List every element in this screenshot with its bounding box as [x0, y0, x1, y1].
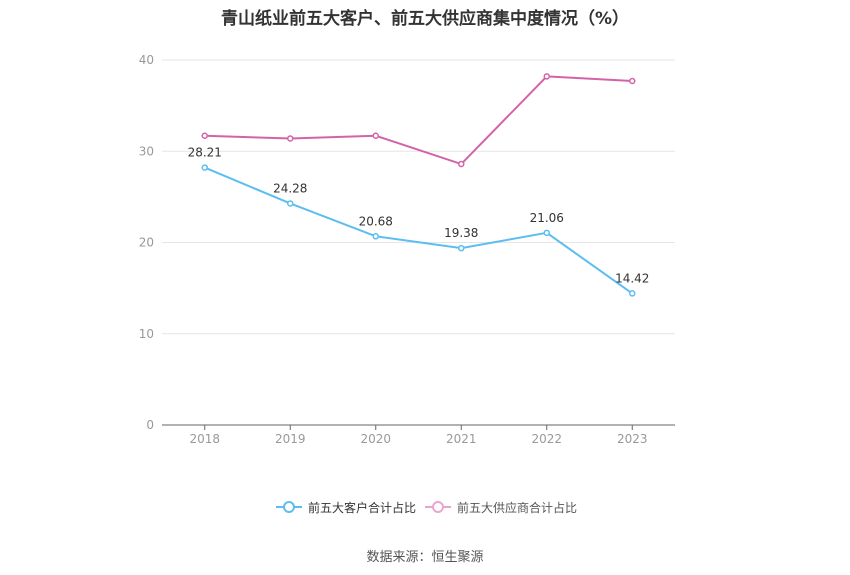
data-label-customers-2022: 21.06: [530, 211, 564, 225]
data-label-customers-2023: 14.42: [615, 271, 649, 285]
x-tick-label-2019: 2019: [275, 432, 306, 446]
series-line-suppliers: [204, 75, 633, 166]
point-customers-2022: [543, 229, 550, 237]
point-suppliers-2018: [201, 132, 208, 139]
point-suppliers-2019: [287, 135, 294, 142]
point-customers-2023: [629, 290, 636, 297]
point-customers-2020: [372, 233, 379, 240]
x-tick-label-2022: 2022: [531, 432, 562, 446]
legend-marker-customers: [276, 501, 302, 513]
legend-label-customers: 前五大客户合计占比: [308, 500, 417, 515]
x-tick-label-2018: 2018: [189, 432, 220, 446]
x-tick-label-2020: 2020: [360, 432, 391, 446]
series-line-customers: [204, 166, 633, 295]
x-tick-label-2021: 2021: [446, 432, 477, 446]
data-label-customers-2020: 20.68: [359, 214, 393, 228]
point-customers-2019: [287, 200, 294, 207]
legend: 前五大客户合计占比 前五大供应商合计占比: [0, 497, 850, 517]
y-tick-label-10: 10: [139, 327, 154, 341]
data-label-customers-2019: 24.28: [273, 181, 307, 195]
point-suppliers-2022: [543, 73, 550, 80]
point-suppliers-2021: [458, 160, 465, 168]
y-tick-label-30: 30: [139, 144, 154, 158]
legend-item-suppliers[interactable]: 前五大供应商合计占比: [425, 497, 577, 517]
chart-title: 青山纸业前五大客户、前五大供应商集中度情况（%）: [220, 9, 630, 29]
y-tick-label-0: 0: [146, 418, 154, 432]
point-customers-2018: [201, 164, 208, 171]
legend-label-suppliers: 前五大供应商合计占比: [457, 500, 578, 515]
data-label-customers-2021: 19.38: [444, 226, 478, 240]
y-tick-label-20: 20: [139, 236, 154, 250]
point-customers-2021: [458, 244, 465, 252]
y-tick-label-40: 40: [139, 53, 154, 67]
legend-marker-suppliers: [425, 501, 451, 513]
point-suppliers-2020: [372, 132, 379, 139]
x-tick-label-2023: 2023: [617, 432, 648, 446]
data-source: 数据来源：恒生聚源: [366, 550, 484, 565]
point-suppliers-2023: [629, 77, 636, 85]
legend-item-customers[interactable]: 前五大客户合计占比: [276, 497, 416, 517]
data-label-customers-2018: 28.21: [188, 146, 222, 160]
